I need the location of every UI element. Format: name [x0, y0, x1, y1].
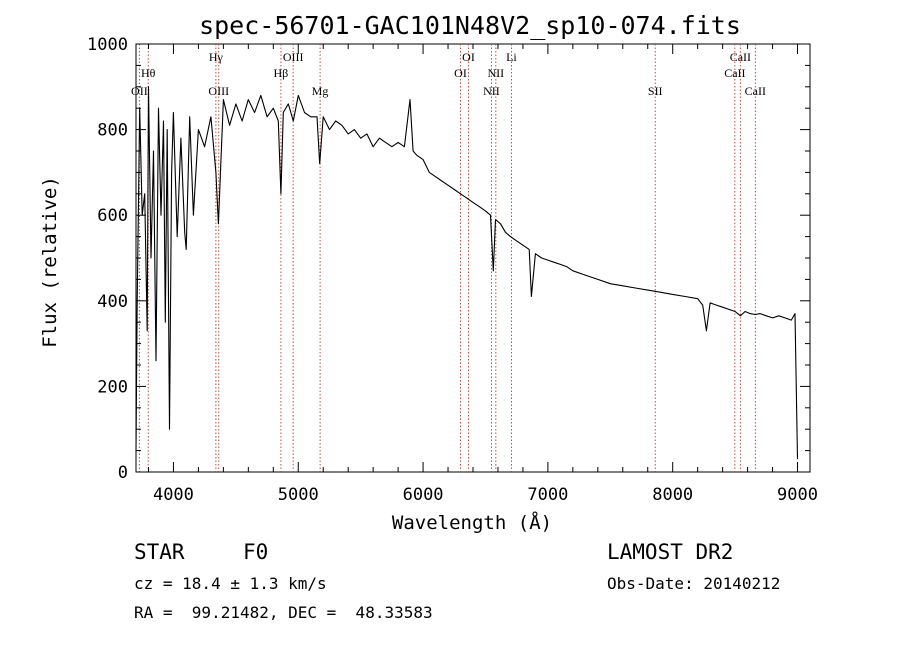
- line-label: Li: [506, 50, 517, 64]
- coordinates: RA = 99.21482, DEC = 48.33583: [134, 603, 433, 622]
- y-tick-label: 200: [97, 377, 128, 397]
- y-axis-label: Flux (relative): [39, 176, 61, 348]
- x-tick-label: 8000: [652, 485, 693, 505]
- y-tick-label: 1000: [87, 35, 128, 55]
- line-label: SII: [648, 84, 663, 98]
- line-label: OI: [454, 66, 467, 80]
- y-tick-label: 600: [97, 206, 128, 226]
- x-tick-label: 5000: [278, 485, 319, 505]
- line-label: OIII: [283, 50, 304, 64]
- y-tick-label: 800: [97, 121, 128, 141]
- line-label: Mg: [312, 84, 329, 98]
- survey-name: LAMOST DR2: [607, 540, 734, 564]
- line-label: Hθ: [141, 66, 156, 80]
- y-tick-label: 0: [118, 463, 128, 483]
- spectrum-line: [135, 86, 799, 460]
- object-class: STAR: [134, 540, 185, 564]
- line-label: OIII: [208, 84, 229, 98]
- y-tick-label: 400: [97, 292, 128, 312]
- series-layer: [135, 86, 799, 460]
- line-label: CaII: [730, 50, 751, 64]
- line-label: OI: [462, 50, 475, 64]
- axis-ticks: 4000 5000 6000 7000 8000 9000 0 200 400 600 800 100…: [87, 35, 818, 505]
- obs-date: Obs-Date: 20140212: [607, 574, 781, 593]
- annotation-labels: OIIHθHγOIIIHβOIIIMgOIOINIINIILiSIICaIICa…: [131, 50, 766, 98]
- line-label: CaII: [745, 84, 766, 98]
- x-tick-label: 6000: [403, 485, 444, 505]
- line-label: Hγ: [209, 50, 224, 64]
- subclass: F0: [243, 540, 269, 564]
- redshift-text: cz = 18.4 ± 1.3 km/s: [134, 574, 327, 593]
- line-label: NII: [483, 84, 500, 98]
- line-label: CaII: [724, 66, 745, 80]
- line-label: OII: [131, 84, 148, 98]
- x-axis-label: Wavelength (Å): [392, 511, 552, 534]
- x-tick-label: 7000: [527, 485, 568, 505]
- x-tick-label: 9000: [777, 485, 818, 505]
- line-markers: [138, 44, 756, 472]
- line-label: NII: [488, 66, 505, 80]
- x-tick-label: 4000: [153, 485, 194, 505]
- chart-title: spec-56701-GAC101N48V2_sp10-074.fits: [199, 11, 741, 40]
- line-label: Hβ: [274, 66, 289, 80]
